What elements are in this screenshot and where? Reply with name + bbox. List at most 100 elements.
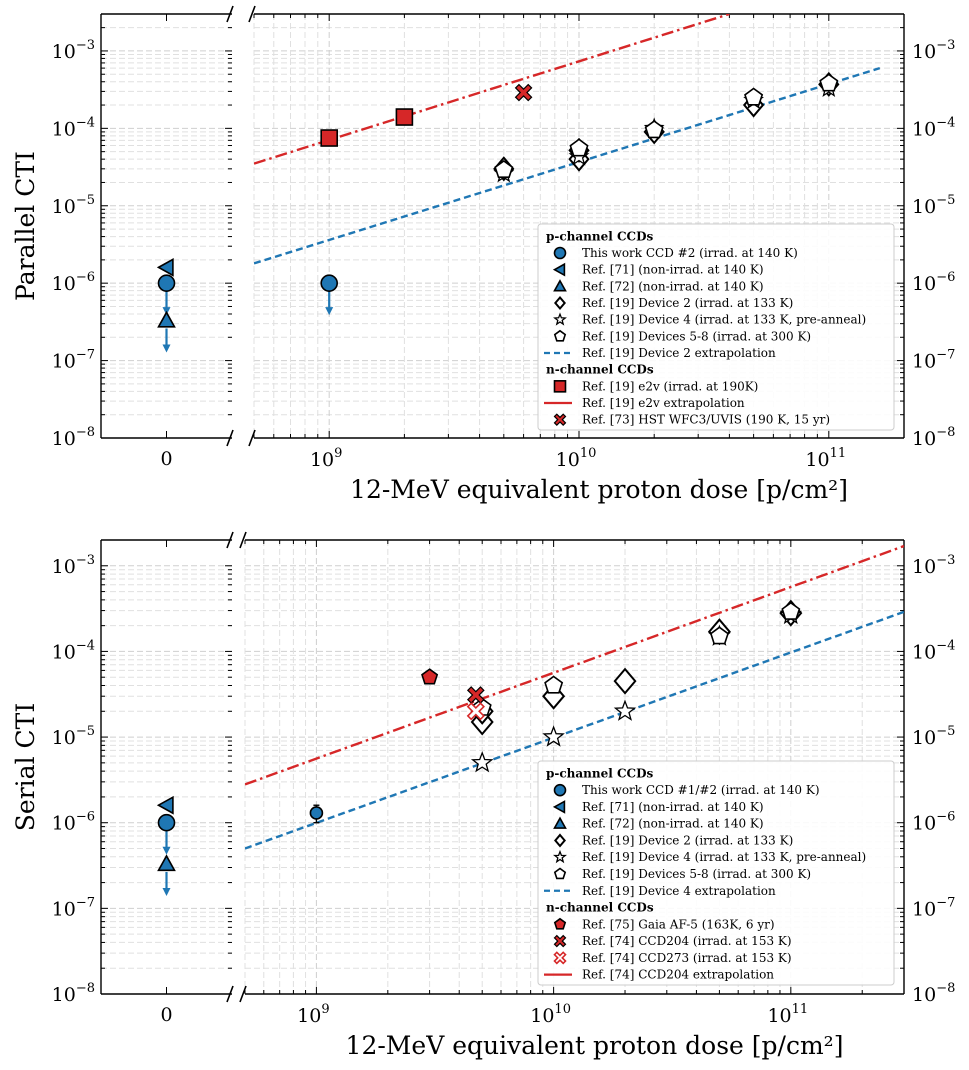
legend-heading: n-channel CCDs xyxy=(546,363,654,377)
y-tick-label-left-base: 10 xyxy=(52,118,76,140)
data-point xyxy=(569,138,589,157)
legend-marker-swatch xyxy=(553,246,567,260)
x-tick-label-base: 10 xyxy=(310,449,334,471)
x-tick-label-zero: 0 xyxy=(160,448,172,470)
ticks xyxy=(101,13,905,439)
y-tick-label-right-exponent: −3 xyxy=(936,553,955,568)
x-tick-label-exponent: 11 xyxy=(792,1002,809,1017)
x-tick-label-zero: 0 xyxy=(160,1004,172,1026)
y-tick-label-left-exponent: −8 xyxy=(76,981,95,996)
data-point xyxy=(744,87,764,106)
axis-break-mark xyxy=(248,5,256,23)
y-tick-label-right: 10−3 xyxy=(912,553,955,578)
legend-label: Ref. [72] (non-irrad. at 140 K) xyxy=(582,279,764,293)
x-tick-label-exponent: 9 xyxy=(321,1002,329,1017)
axis-break-mark xyxy=(239,531,247,549)
legend-label: Ref. [74] CCD273 (irrad. at 153 K) xyxy=(582,951,792,965)
y-tick-label-right-exponent: −5 xyxy=(936,193,955,208)
legend-marker-swatch xyxy=(553,917,567,930)
y-tick-label-left-exponent: −5 xyxy=(76,724,95,739)
y-tick-label-right-base: 10 xyxy=(912,984,936,1006)
axis-break-mark xyxy=(239,985,247,1003)
y-tick-label-right: 10−7 xyxy=(912,348,955,373)
y-tick-label-left-exponent: −5 xyxy=(76,193,95,208)
y-tick-label-right-exponent: −7 xyxy=(936,348,955,363)
data-point xyxy=(470,751,494,773)
upper-limit-arrow-head xyxy=(162,887,171,896)
legend-heading: n-channel CCDs xyxy=(546,901,654,915)
ticks xyxy=(101,539,905,995)
legend-label: Ref. [19] Devices 5-8 (irrad. at 300 K) xyxy=(582,867,811,881)
y-tick-label-left-base: 10 xyxy=(52,351,76,373)
data-point xyxy=(320,274,338,292)
data-point xyxy=(494,160,514,178)
legend-marker-swatch xyxy=(553,413,567,427)
legend-marker-swatch xyxy=(554,295,566,311)
y-tick-label-left: 10−8 xyxy=(52,425,95,450)
legend-label: Ref. [19] Device 4 extrapolation xyxy=(582,884,776,898)
legend-label: Ref. [74] CCD204 (irrad. at 153 K) xyxy=(582,934,792,948)
chart-panel-2: 10−8 10−810−7 10−710−6 10−610−5 10−510−4 10−4… xyxy=(11,531,955,1060)
y-tick-label-left-base: 10 xyxy=(52,41,76,63)
legend-label: Ref. [19] Device 4 (irrad. at 133 K, pre… xyxy=(582,313,866,327)
legend-marker-swatch xyxy=(553,816,567,829)
zero-dose-points xyxy=(156,258,176,353)
y-tick-label-left-base: 10 xyxy=(52,813,76,835)
y-tick-label-left-exponent: −8 xyxy=(76,425,95,440)
y-tick-label-left-base: 10 xyxy=(52,556,76,578)
y-tick-label-left-base: 10 xyxy=(52,196,76,218)
x-axis-label: 12-MeV equivalent proton dose [p/cm²] xyxy=(350,475,848,504)
legend-marker-swatch xyxy=(553,951,567,965)
zero-dose-point xyxy=(157,813,176,832)
legend: p-channel CCDs This work CCD #2 (irrad. a… xyxy=(537,223,895,431)
legend-marker-swatch xyxy=(553,934,567,948)
y-tick-label-left-exponent: −7 xyxy=(76,348,95,363)
legend-label: Ref. [71] (non-irrad. at 140 K) xyxy=(582,263,764,277)
zero-dose-point xyxy=(156,795,174,815)
y-tick-label-right-base: 10 xyxy=(912,641,936,663)
legend-heading: p-channel CCDs xyxy=(546,229,654,243)
y-tick-label-right: 10−5 xyxy=(912,193,955,218)
series-line xyxy=(254,14,730,165)
y-tick-label-right-base: 10 xyxy=(912,813,936,835)
y-tick-label-right: 10−3 xyxy=(912,38,955,63)
zero-dose-points xyxy=(156,795,176,896)
x-tick-label: 1011 xyxy=(805,446,846,471)
x-tick-label-base: 10 xyxy=(805,449,829,471)
plot-area xyxy=(254,14,881,316)
y-tick-label-left-base: 10 xyxy=(52,428,76,450)
data-point xyxy=(544,675,564,694)
legend-marker-swatch xyxy=(553,380,567,393)
x-tick-label-exponent: 10 xyxy=(554,1002,571,1017)
x-tick-label: 109 xyxy=(297,1002,329,1027)
legend-marker-swatch xyxy=(553,329,567,342)
x-tick-label: 1010 xyxy=(556,446,597,471)
y-tick-label-left-exponent: −3 xyxy=(76,38,95,53)
data-point xyxy=(514,83,533,102)
data-point xyxy=(781,601,801,620)
y-tick-label-right-base: 10 xyxy=(912,428,936,450)
upper-limit-arrow-head xyxy=(162,344,171,353)
y-tick-label-left-base: 10 xyxy=(52,641,76,663)
data-point xyxy=(819,73,839,92)
x-tick-label-base: 10 xyxy=(297,1005,321,1027)
data-point xyxy=(466,702,485,721)
legend-label: This work CCD #2 (irrad. at 140 K) xyxy=(582,246,798,260)
zero-dose-point xyxy=(156,258,174,277)
data-point xyxy=(709,626,729,645)
grid xyxy=(101,539,905,995)
y-tick-label-left: 10−4 xyxy=(52,115,95,140)
legend: p-channel CCDs This work CCD #1/#2 (irrad… xyxy=(537,760,895,986)
legend-marker-swatch xyxy=(554,833,566,848)
y-tick-label-left-exponent: −3 xyxy=(76,553,95,568)
y-tick-label-right: 10−6 xyxy=(912,270,955,295)
y-tick-label-left: 10−6 xyxy=(52,810,95,835)
data-point xyxy=(613,699,637,721)
legend-marker-swatch xyxy=(553,783,567,797)
y-tick-label-left-exponent: −7 xyxy=(76,895,95,910)
legend-label: Ref. [19] Device 2 (irrad. at 133 K) xyxy=(582,833,793,847)
y-tick-label-right-exponent: −6 xyxy=(936,270,955,285)
y-tick-label-right: 10−8 xyxy=(912,425,955,450)
zero-dose-point xyxy=(157,310,176,328)
